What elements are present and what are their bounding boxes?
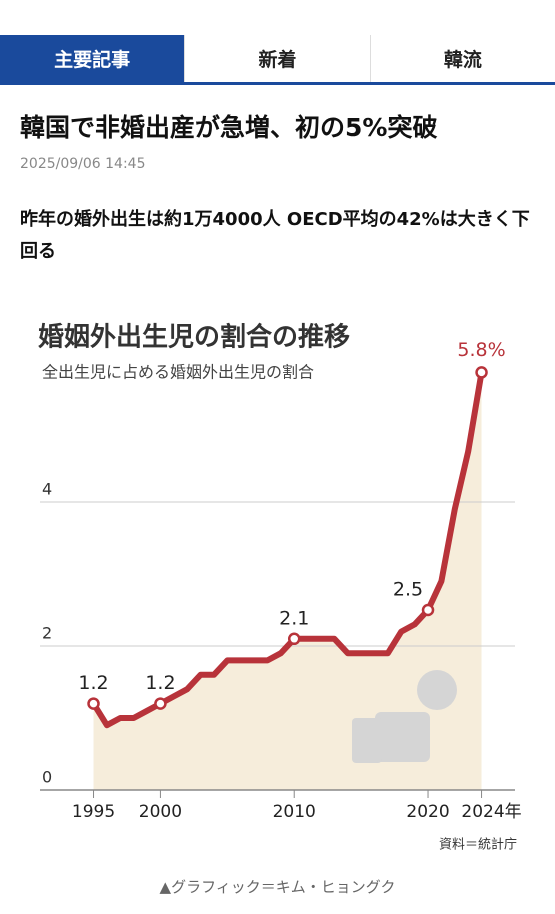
tab[interactable]: 韓流 — [443, 49, 482, 71]
data-label: 2.5 — [393, 579, 423, 601]
data-label: 1.2 — [145, 672, 175, 694]
chart-subtitle: 全出生児に占める婚姻外出生児の割合 — [42, 363, 314, 382]
subheadline: 昨年の婚外出生は約1万4000人 OECD平均の42%は大きく下回る — [20, 209, 530, 262]
point — [475, 366, 488, 379]
x-tick-label: 1995 — [72, 802, 115, 822]
data-label: 1.2 — [78, 672, 108, 694]
y-tick-label: 0 — [42, 768, 52, 787]
point — [87, 697, 100, 710]
x-tick-label: 2024年 — [461, 802, 521, 822]
point — [154, 697, 167, 710]
tab[interactable]: 主要記事 — [0, 35, 186, 82]
plot: 0 2 4 1.2 1.2 2.1 2.5 5.8% 1995 2000 2010 2020 2024年 — [40, 339, 522, 822]
x-tick-label: 2000 — [139, 802, 182, 822]
area — [93, 372, 482, 790]
date: 2025/09/06 14:45 — [20, 156, 146, 172]
tab[interactable]: 新着 — [185, 35, 371, 82]
chart-title: 婚姻外出生児の割合の推移 — [38, 322, 350, 353]
y-tick-label: 4 — [42, 480, 52, 499]
tab-bar: 主要記事 新着 韓流 — [0, 35, 555, 85]
chart-source: 資料＝統計庁 — [439, 837, 517, 853]
y-tick-label: 2 — [42, 624, 52, 643]
baby-icon — [352, 670, 457, 763]
data-label: 5.8% — [457, 339, 505, 361]
x-tick-label: 2010 — [273, 802, 316, 822]
x-tick-label: 2020 — [406, 802, 449, 822]
caption: ▲グラフィック＝キム・ヒョングク — [159, 878, 396, 896]
point — [287, 632, 301, 646]
data-label: 2.1 — [279, 607, 309, 629]
point — [421, 603, 435, 617]
chart: 婚姻外出生児の割合の推移 全出生児に占める婚姻外出生児の割合 資料＝統計庁 0 2… — [38, 322, 522, 853]
headline: 韓国で非婚出産が急増、初の5%突破 — [20, 113, 438, 142]
